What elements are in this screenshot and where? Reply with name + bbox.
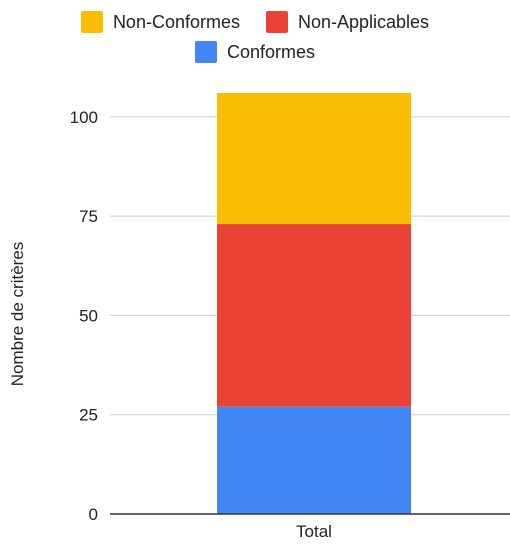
legend-label: Non-Applicables (298, 12, 429, 32)
y-tick-label: 50 (79, 306, 98, 325)
y-axis-label: Nombre de critères (8, 242, 27, 387)
y-tick-label: 25 (79, 406, 98, 425)
bar-segment-non-conformes (217, 93, 411, 225)
y-axis-ticks: 0 25 50 75 100 (70, 108, 98, 524)
y-tick-label: 100 (70, 108, 98, 127)
legend-swatch (265, 11, 288, 33)
legend-swatch (194, 41, 217, 63)
legend-label: Conformes (227, 42, 315, 62)
y-tick-label: 75 (79, 207, 98, 226)
bar-segment-non-applicables (217, 224, 411, 407)
legend-swatch (80, 11, 103, 33)
x-axis-ticks: Total (296, 522, 332, 541)
y-tick-label: 0 (89, 505, 98, 524)
x-tick-label: Total (296, 522, 332, 540)
legend: Non-Conformes Non-Applicables Conformes (80, 11, 429, 63)
bars (110, 93, 510, 515)
legend-label: Non-Conformes (113, 12, 240, 32)
bar-segment-conformes (217, 406, 411, 514)
